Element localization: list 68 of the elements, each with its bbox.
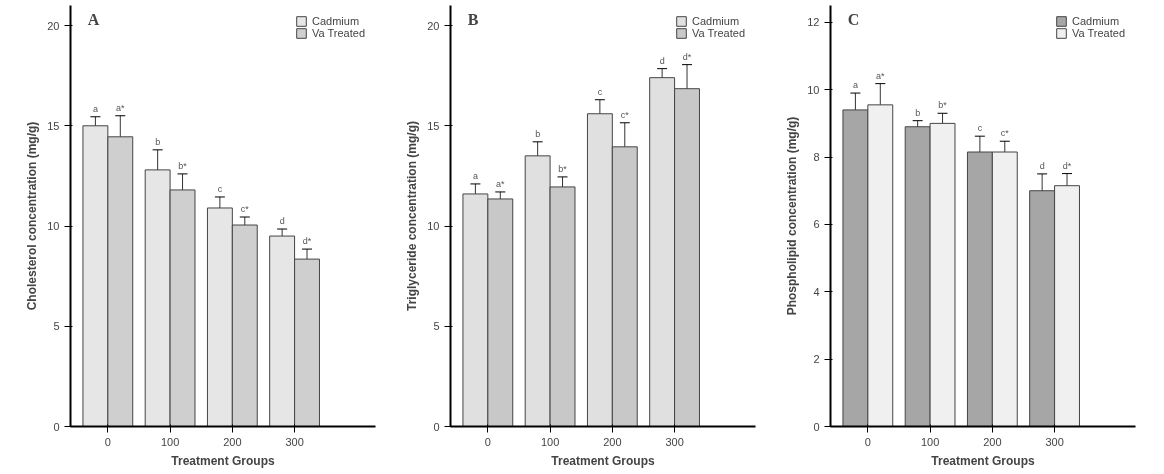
y-tick-label: 12: [807, 16, 820, 29]
data-label: b: [155, 136, 161, 147]
legend-label: Va Treated: [1072, 27, 1125, 39]
y-tick-label: 4: [813, 285, 820, 298]
chart-title: B: [467, 10, 479, 28]
data-label: a: [472, 170, 478, 181]
x-tick-label: 0: [104, 435, 111, 448]
chart-title: C: [847, 10, 860, 28]
legend-label: Va Treated: [312, 27, 365, 39]
data-label: d: [279, 216, 285, 227]
y-axis-title: Cholesterol concentration (mg/g): [25, 121, 40, 311]
data-label: d*: [682, 51, 692, 62]
x-tick-label: 200: [603, 435, 622, 448]
data-label: d: [1039, 160, 1045, 171]
legend-label: Va Treated: [692, 27, 745, 39]
y-tick-label: 0: [53, 420, 60, 433]
data-label: d: [659, 55, 665, 66]
x-tick-label: 100: [920, 435, 940, 448]
data-label: c*: [620, 109, 630, 120]
y-tick-label: 20: [47, 19, 60, 32]
y-tick-label: 10: [427, 220, 440, 233]
x-tick-label: 200: [223, 435, 242, 448]
x-tick-label: 100: [160, 435, 180, 448]
legend-label: Cadmium: [692, 15, 740, 27]
x-tick-label: 300: [665, 435, 684, 448]
y-tick-label: 15: [47, 119, 60, 132]
y-tick-label: 0: [433, 420, 440, 433]
legend-label: Cadmium: [1072, 15, 1120, 27]
y-tick-label: 5: [53, 320, 60, 333]
data-label: c*: [240, 204, 250, 214]
y-tick-label: 10: [47, 220, 60, 233]
x-tick-label: 300: [1045, 435, 1064, 448]
data-label: c: [217, 183, 223, 194]
data-label: a: [92, 103, 98, 114]
y-tick-label: 6: [813, 218, 820, 231]
data-label: d*: [302, 236, 312, 247]
x-axis-title: Treatment Groups: [551, 453, 655, 468]
data-label: b*: [938, 100, 948, 111]
x-tick-label: 100: [540, 435, 560, 448]
chart-title: A: [87, 10, 100, 28]
data-label: a: [852, 80, 858, 91]
x-tick-label: 300: [285, 435, 304, 448]
data-label: b*: [178, 160, 188, 171]
data-label: a*: [496, 178, 506, 189]
y-tick-label: 15: [427, 119, 440, 132]
x-axis-title: Treatment Groups: [171, 453, 275, 468]
data-label: b: [535, 128, 541, 139]
data-label: c: [977, 123, 983, 134]
x-axis-title: Treatment Groups: [931, 453, 1035, 468]
data-label: d*: [1062, 160, 1072, 171]
y-axis-title: Triglyceride concentration (mg/g): [405, 120, 420, 312]
data-label: a*: [876, 70, 886, 81]
legend-label: Cadmium: [312, 15, 360, 27]
x-tick-label: 0: [484, 435, 491, 448]
data-label: c: [597, 86, 603, 97]
x-tick-label: 0: [864, 435, 871, 448]
y-axis-title: Phospholipid concentration (mg/g): [785, 116, 800, 316]
y-tick-label: 20: [427, 19, 440, 32]
y-tick-label: 10: [807, 83, 820, 96]
x-tick-label: 200: [983, 435, 1002, 448]
y-tick-label: 2: [813, 353, 820, 366]
y-tick-label: 8: [813, 151, 820, 164]
data-label: b*: [558, 163, 568, 174]
data-label: b: [915, 107, 921, 118]
data-label: a*: [116, 102, 126, 113]
data-label: c*: [1000, 128, 1010, 139]
y-tick-label: 0: [813, 420, 820, 433]
y-tick-label: 5: [433, 320, 440, 333]
